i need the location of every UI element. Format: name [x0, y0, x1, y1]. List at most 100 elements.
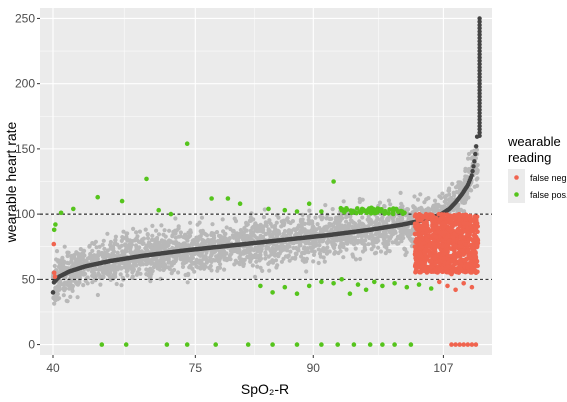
false-neg-point	[474, 243, 480, 248]
device-point	[304, 269, 309, 274]
y-axis: 0 50 100 150 200 250	[15, 11, 40, 352]
device-point	[248, 228, 253, 233]
device-point	[130, 250, 135, 255]
x-tick-label-40: 40	[46, 361, 60, 375]
false-neg-point	[415, 260, 420, 265]
device-point	[411, 204, 416, 209]
false-neg-point	[419, 260, 425, 266]
false-pos-point	[404, 284, 410, 290]
false-neg-point	[412, 244, 418, 249]
curve-point	[477, 61, 482, 67]
false-neg-point	[51, 241, 57, 247]
device-point	[119, 238, 124, 243]
false-neg-point	[465, 342, 471, 347]
device-point	[173, 235, 178, 240]
false-neg-point	[457, 258, 463, 264]
curve-point	[477, 58, 482, 63]
false-neg-point	[469, 284, 475, 290]
device-point	[225, 238, 231, 243]
false-neg-point	[428, 214, 434, 219]
device-point	[274, 220, 279, 225]
device-point	[363, 238, 368, 243]
device-point	[137, 259, 142, 264]
false-pos-point	[237, 201, 243, 206]
device-point	[215, 268, 220, 273]
device-point	[244, 223, 249, 228]
device-point	[288, 249, 293, 254]
false-pos-point	[390, 211, 396, 216]
false-pos-point	[51, 227, 57, 233]
device-point	[161, 232, 166, 237]
device-point	[407, 232, 412, 237]
false-pos-point	[266, 206, 271, 212]
device-point	[222, 232, 227, 237]
false-neg-point	[450, 235, 456, 240]
device-point	[273, 258, 279, 263]
false-pos-point	[351, 342, 357, 347]
false-pos-point	[258, 283, 263, 289]
curve-point	[477, 16, 482, 21]
device-point	[357, 199, 362, 205]
device-point	[472, 184, 477, 189]
device-point	[178, 234, 183, 239]
device-point	[267, 229, 272, 234]
device-point	[120, 235, 125, 240]
false-neg-point	[415, 213, 420, 219]
device-point	[190, 251, 195, 257]
false-neg-point	[465, 232, 471, 238]
device-point	[405, 207, 410, 212]
device-point	[329, 227, 334, 232]
device-point	[211, 233, 216, 238]
device-point	[150, 233, 155, 238]
device-point	[255, 246, 260, 251]
curve-point	[477, 55, 482, 60]
false-neg-point	[430, 226, 436, 231]
device-point	[73, 280, 78, 285]
false-neg-point	[424, 256, 430, 261]
y-tick-label-150: 150	[15, 142, 35, 156]
device-point	[129, 242, 135, 247]
false-pos-point	[416, 282, 422, 287]
false-neg-point	[469, 266, 475, 272]
device-point	[383, 231, 388, 236]
false-neg-point	[463, 217, 468, 222]
device-point	[199, 215, 205, 220]
device-point	[145, 236, 151, 241]
device-point	[334, 226, 339, 231]
device-point	[169, 253, 175, 258]
device-point	[317, 225, 322, 230]
device-point	[336, 250, 341, 256]
device-point	[133, 243, 139, 248]
device-point	[244, 228, 249, 233]
device-point	[62, 244, 67, 249]
device-point	[62, 286, 67, 291]
device-point	[378, 249, 384, 254]
false-neg-point	[446, 217, 451, 222]
x-tick-label-90: 90	[307, 361, 321, 375]
false-pos-point	[225, 196, 231, 201]
legend-title-line-2: reading	[508, 150, 551, 165]
device-point	[297, 243, 302, 248]
device-point	[182, 232, 188, 237]
device-point	[469, 156, 474, 161]
device-point	[232, 216, 237, 221]
device-point	[338, 226, 343, 231]
device-point	[90, 248, 95, 253]
device-point	[317, 243, 322, 248]
false-neg-point	[431, 241, 436, 246]
false-positive-points	[51, 141, 434, 347]
false-neg-point	[473, 227, 479, 233]
device-point	[307, 230, 312, 235]
device-point	[351, 254, 356, 259]
device-point	[218, 249, 223, 254]
device-point	[319, 217, 324, 222]
device-point	[306, 221, 311, 226]
device-point	[163, 263, 168, 268]
device-point	[85, 281, 90, 286]
device-point	[113, 238, 118, 243]
device-point	[474, 177, 479, 182]
device-point	[188, 220, 193, 225]
false-pos-point	[331, 179, 336, 184]
curve-point	[472, 159, 477, 164]
false-neg-point	[420, 213, 425, 219]
